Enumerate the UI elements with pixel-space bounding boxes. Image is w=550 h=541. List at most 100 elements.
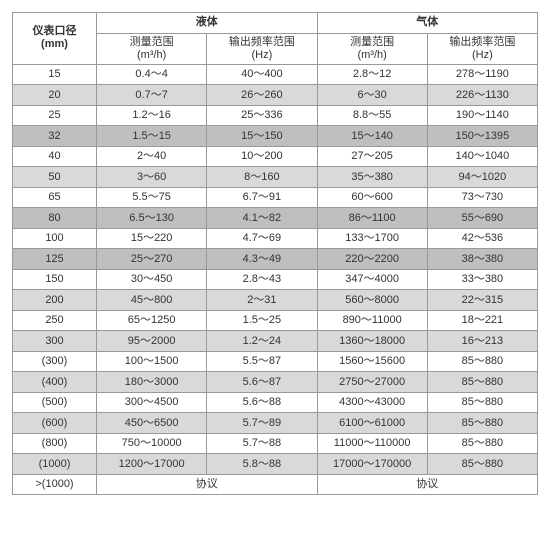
cell: 100 [13,228,97,249]
header-gas-freq: 输出频率范围 (Hz) [427,33,537,64]
cell: 890～11000 [317,310,427,331]
cell: 6～30 [317,85,427,106]
cell: 1.2～16 [97,105,207,126]
cell: 17000～170000 [317,454,427,475]
table-header: 仪表口径 (mm) 液体 气体 测量范围 (m³/h) 输出频率范围 (Hz) … [13,13,538,65]
cell: 5.6～88 [207,392,317,413]
cell: 8～160 [207,167,317,188]
header-diameter-label: 仪表口径 [15,25,94,38]
cell: 0.4～4 [97,64,207,85]
cell: 0.7～7 [97,85,207,106]
cell: 40～400 [207,64,317,85]
cell: 226～1130 [427,85,537,106]
cell: 2～31 [207,290,317,311]
table-row: 402～4010～20027～205140～1040 [13,146,538,167]
cell: 协议 [97,474,318,495]
cell: 38～380 [427,249,537,270]
cell: 15～150 [207,126,317,147]
cell: 30～450 [97,269,207,290]
cell: 2750～27000 [317,372,427,393]
cell: 140～1040 [427,146,537,167]
table-row: (400)180～30005.6～872750～2700085～880 [13,372,538,393]
cell: 50 [13,167,97,188]
cell: 3～60 [97,167,207,188]
table-row: 20045～8002～31560～800022～315 [13,290,538,311]
cell: 250 [13,310,97,331]
cell: 1560～15600 [317,351,427,372]
cell: 25～270 [97,249,207,270]
cell: (600) [13,413,97,434]
table-row: 30095～20001.2～241360～1800016～213 [13,331,538,352]
table-row: 12525～2704.3～49220～220038～380 [13,249,538,270]
cell: 190～1140 [427,105,537,126]
cell: 65～1250 [97,310,207,331]
cell: 4.7～69 [207,228,317,249]
cell: (400) [13,372,97,393]
cell: (300) [13,351,97,372]
cell: 4.1～82 [207,208,317,229]
cell: 5.6～87 [207,372,317,393]
table-row: (600)450～65005.7～896100～6100085～880 [13,413,538,434]
cell: 32 [13,126,97,147]
cell: 5.5～75 [97,187,207,208]
cell: 2.8～43 [207,269,317,290]
cell: 85～880 [427,454,537,475]
table-row: 806.5～1304.1～8286～110055～690 [13,208,538,229]
header-gas: 气体 [317,13,538,34]
cell: 22～315 [427,290,537,311]
table-row: 150.4～440～4002.8～12278～1190 [13,64,538,85]
cell: 220～2200 [317,249,427,270]
cell: 15～140 [317,126,427,147]
cell: 86～1100 [317,208,427,229]
cell: 35～380 [317,167,427,188]
cell: 25～336 [207,105,317,126]
cell: 15 [13,64,97,85]
cell: 55～690 [427,208,537,229]
table-row: (300)100～15005.5～871560～1560085～880 [13,351,538,372]
cell: (500) [13,392,97,413]
cell: 11000～110000 [317,433,427,454]
cell: 1360～18000 [317,331,427,352]
cell: 42～536 [427,228,537,249]
table-row: 503～608～16035～38094～1020 [13,167,538,188]
cell: 85～880 [427,351,537,372]
cell: 100～1500 [97,351,207,372]
cell: 8.8～55 [317,105,427,126]
table-row: 655.5～756.7～9160～60073～730 [13,187,538,208]
cell: 85～880 [427,392,537,413]
cell: 85～880 [427,372,537,393]
cell: 450～6500 [97,413,207,434]
cell: 33～380 [427,269,537,290]
cell: 16～213 [427,331,537,352]
cell: (1000) [13,454,97,475]
cell: 40 [13,146,97,167]
cell: 750～10000 [97,433,207,454]
cell: 15～220 [97,228,207,249]
header-liquid-freq: 输出频率范围 (Hz) [207,33,317,64]
cell: 85～880 [427,413,537,434]
cell: 65 [13,187,97,208]
cell: (800) [13,433,97,454]
cell: 150～1395 [427,126,537,147]
header-diameter-unit: (mm) [15,38,94,51]
cell: 6100～61000 [317,413,427,434]
cell: 278～1190 [427,64,537,85]
cell: 73～730 [427,187,537,208]
cell: 560～8000 [317,290,427,311]
table-row: 25065～12501.5～25890～1100018～221 [13,310,538,331]
cell: 80 [13,208,97,229]
cell: 1.2～24 [207,331,317,352]
cell: 协议 [317,474,538,495]
cell: 95～2000 [97,331,207,352]
cell: 347～4000 [317,269,427,290]
cell: 20 [13,85,97,106]
cell: 300 [13,331,97,352]
cell: 1200～17000 [97,454,207,475]
table-row: 10015～2204.7～69133～170042～536 [13,228,538,249]
table-row: (800)750～100005.7～8811000～11000085～880 [13,433,538,454]
cell: 94～1020 [427,167,537,188]
cell: 1.5～25 [207,310,317,331]
cell: 5.5～87 [207,351,317,372]
table-row: 251.2～1625～3368.8～55190～1140 [13,105,538,126]
cell: 25 [13,105,97,126]
